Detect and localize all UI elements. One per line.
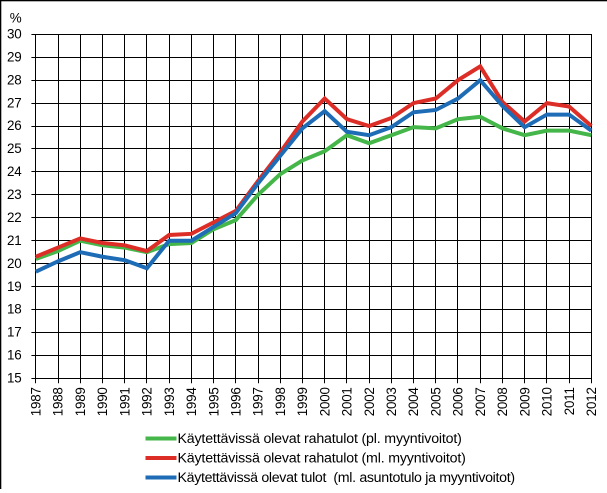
svg-text:30: 30 [7,27,22,42]
svg-text:1999: 1999 [295,387,310,416]
svg-text:%: % [10,10,22,25]
svg-text:2004: 2004 [406,387,421,417]
svg-text:2012: 2012 [584,387,599,416]
svg-text:1992: 1992 [140,387,155,416]
svg-text:1996: 1996 [228,387,243,416]
svg-text:18: 18 [7,302,22,317]
svg-text:2007: 2007 [473,387,488,416]
svg-text:2006: 2006 [451,387,466,416]
svg-text:20: 20 [7,256,22,271]
svg-text:17: 17 [7,325,22,340]
svg-text:1988: 1988 [51,387,66,416]
svg-text:28: 28 [7,72,22,87]
svg-text:2008: 2008 [495,387,510,416]
svg-text:1990: 1990 [95,387,110,416]
svg-text:1991: 1991 [117,387,132,416]
svg-text:2003: 2003 [384,387,399,416]
svg-text:23: 23 [7,187,22,202]
svg-text:24: 24 [7,164,22,179]
svg-text:29: 29 [7,49,22,64]
svg-text:2001: 2001 [340,387,355,416]
svg-text:19: 19 [7,279,22,294]
svg-text:Käytettävissä olevat tulot (m: Käytettävissä olevat tulot (ml. asuntotu… [178,470,515,486]
svg-text:26: 26 [7,118,22,133]
svg-text:16: 16 [7,348,22,363]
svg-text:27: 27 [7,95,22,110]
svg-text:2005: 2005 [428,387,443,416]
svg-text:2010: 2010 [540,387,555,416]
svg-text:21: 21 [7,233,22,248]
svg-text:15: 15 [7,371,22,386]
svg-text:1995: 1995 [206,387,221,416]
svg-text:2000: 2000 [317,387,332,416]
svg-text:22: 22 [7,210,22,225]
svg-text:Käytettävissä olevat rahatulot: Käytettävissä olevat rahatulot (pl. myyn… [178,431,462,447]
svg-text:Käytettävissä olevat rahatulot: Käytettävissä olevat rahatulot (ml. myyn… [178,450,466,466]
svg-text:2002: 2002 [362,387,377,416]
svg-text:1987: 1987 [29,387,44,416]
svg-text:1989: 1989 [73,387,88,416]
svg-text:2011: 2011 [562,387,577,415]
svg-text:25: 25 [7,141,22,156]
svg-text:1994: 1994 [184,387,199,417]
svg-text:1993: 1993 [162,387,177,416]
svg-text:2009: 2009 [517,387,532,416]
svg-text:1997: 1997 [251,387,266,416]
svg-text:1998: 1998 [273,387,288,416]
